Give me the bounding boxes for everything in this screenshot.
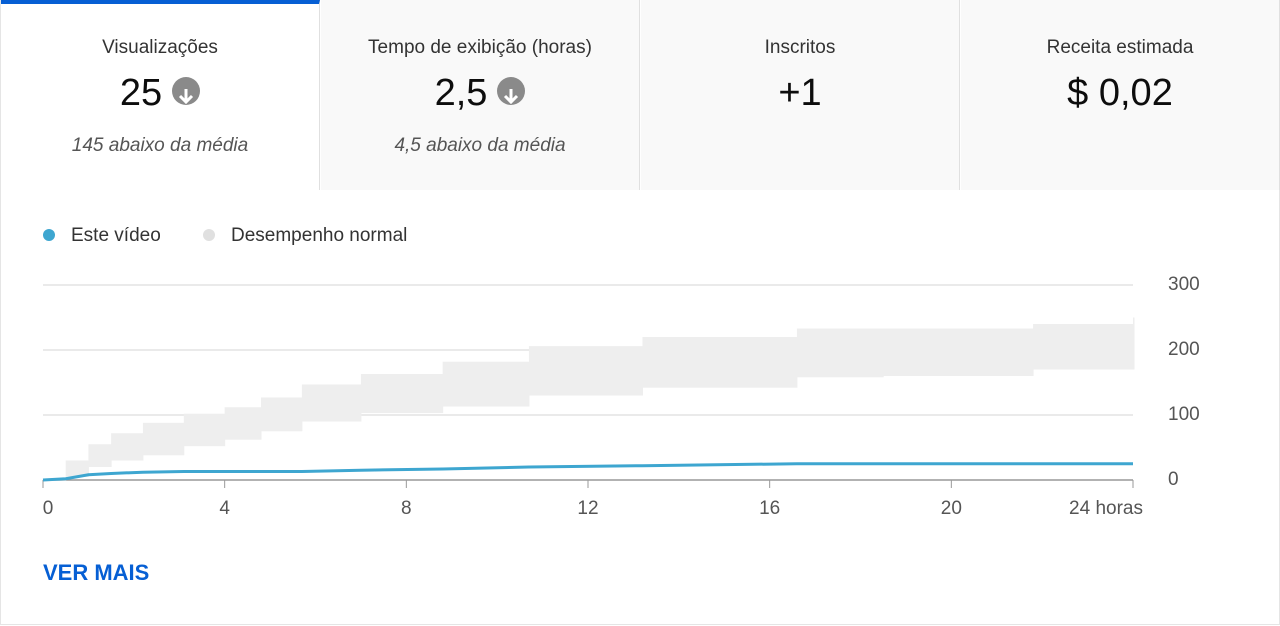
x-tick-label: 12 [577, 498, 598, 519]
metric-value: +1 [641, 72, 959, 115]
band-segment [360, 374, 444, 414]
metric-label: Inscritos [764, 37, 836, 58]
y-tick-label: 0 [1168, 469, 1179, 490]
metric-note: 4,5 abaixo da média [394, 135, 566, 156]
x-tick-label: 24 horas [1069, 498, 1143, 519]
y-tick-label: 200 [1168, 339, 1200, 360]
metric-label: Receita estimada [1046, 37, 1194, 58]
series-line [42, 462, 1133, 482]
band-segment [1033, 324, 1134, 370]
band-segment [528, 346, 643, 396]
y-tick-label: 100 [1168, 404, 1200, 425]
band-segment [261, 397, 303, 432]
band-segment [142, 422, 185, 456]
metric-value: $ 0,02 [961, 72, 1279, 115]
band-segment [88, 444, 112, 467]
trend-down-icon [497, 76, 526, 105]
band-segment [65, 460, 89, 477]
arrow [504, 88, 519, 105]
band-segment [796, 328, 884, 378]
chart: Este vídeo Desempenho normal 0 100 200 300 0 4 8… [42, 225, 1200, 519]
metric-label: Tempo de exibição (horas) [368, 37, 592, 58]
legend-label: Desempenho normal [231, 225, 407, 246]
metric-value: 25 [1, 72, 319, 115]
x-tick-label: 8 [401, 498, 412, 519]
band-segment [183, 413, 226, 447]
x-tick-label: 20 [941, 498, 962, 519]
x-tick-label: 4 [219, 498, 230, 519]
metric-tab[interactable]: Visualizações 25 145 abaixo da média [1, 0, 320, 190]
band-segment [1133, 317, 1135, 370]
y-tick-label: 300 [1168, 274, 1200, 295]
arrow [179, 88, 194, 105]
metric-number: 2,5 [434, 72, 488, 114]
metric-value: 2,5 [321, 72, 639, 115]
trend-down-icon [172, 76, 201, 105]
band-segment [883, 328, 1034, 376]
metric-tab[interactable]: Inscritos +1 [641, 0, 960, 190]
metric-label: Visualizações [102, 37, 218, 58]
metric-tab[interactable]: Tempo de exibição (horas) 2,5 4,5 abaixo d… [321, 0, 640, 190]
band-segment [301, 384, 362, 422]
x-tick-label: 16 [759, 498, 780, 519]
band-segment [111, 433, 144, 461]
band-segment [224, 407, 262, 440]
metric-number: $ 0,02 [1067, 72, 1173, 114]
band-segment [442, 361, 530, 407]
metric-number: +1 [778, 72, 822, 114]
legend-dot [203, 229, 215, 241]
metric-tab[interactable]: Receita estimada $ 0,02 [961, 0, 1280, 190]
see-more-button[interactable]: VER MAIS [43, 560, 150, 585]
metric-note: 145 abaixo da média [71, 135, 249, 156]
legend-label: Este vídeo [71, 225, 161, 246]
x-tick-label: 0 [43, 498, 54, 519]
metric-number: 25 [119, 72, 163, 114]
band-segment [642, 337, 798, 388]
legend-dot [43, 229, 55, 241]
